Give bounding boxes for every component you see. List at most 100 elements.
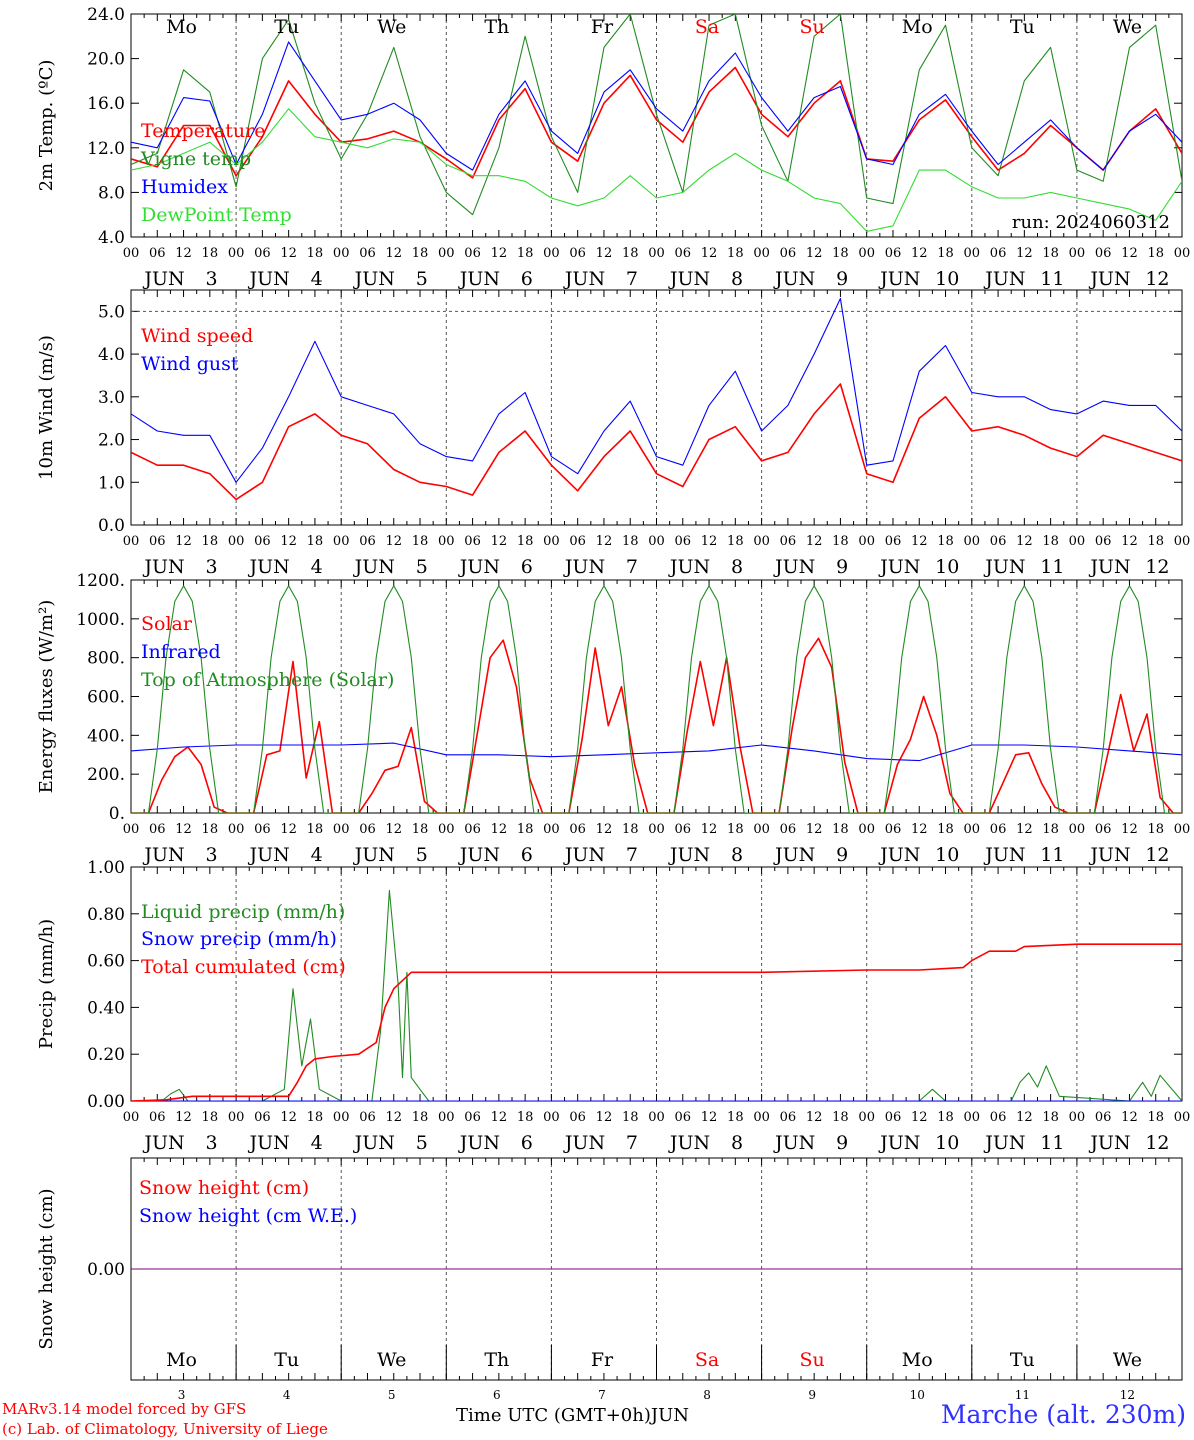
- y-tick-label: 1200.: [76, 571, 125, 591]
- x-date-label: 8: [731, 268, 743, 290]
- x-hour-label: 00: [228, 246, 245, 261]
- x-month-label: JUN: [458, 1132, 500, 1154]
- x-date-label: 8: [731, 556, 743, 578]
- x-date-label: 11: [1040, 844, 1064, 866]
- x-date-label: 7: [626, 1132, 638, 1154]
- x-hour-label: 00: [964, 534, 981, 549]
- x-hour-label: 06: [149, 534, 166, 549]
- x-month-label: JUN: [983, 268, 1025, 290]
- y-tick-label: 1.00: [87, 858, 125, 878]
- series-line-infrared: [131, 742, 1182, 762]
- x-hour-label: 06: [780, 1110, 797, 1125]
- legend-entry: Total cumulated (cm): [141, 956, 346, 978]
- x-hour-label: 06: [569, 1110, 586, 1125]
- y-tick-label: 0.: [109, 804, 125, 824]
- weekday-label: Fr: [591, 16, 614, 38]
- weekday-label-bottom: Sa: [695, 1349, 719, 1371]
- x-hour-label: 00: [648, 246, 665, 261]
- x-month-label: JUN: [458, 844, 500, 866]
- x-hour-label: 18: [937, 246, 954, 261]
- x-month-label: JUN: [142, 556, 184, 578]
- x-hour-label: 00: [1069, 534, 1086, 549]
- legend-entry: Solar: [141, 613, 193, 635]
- panel-5: 0.00 Snow height (cm) Snow height (cm) Snow…: [36, 1157, 1183, 1381]
- x-hour-label: 18: [727, 1110, 744, 1125]
- y-tick-label: 4.0: [98, 345, 125, 365]
- legend-entry: Infrared: [141, 641, 221, 663]
- x-date-label: 10: [935, 556, 959, 578]
- x-hour-label: 00: [438, 534, 455, 549]
- x-hour-label: 06: [149, 1110, 166, 1125]
- x-hour-label: 06: [464, 1110, 481, 1125]
- x-hour-label: 18: [307, 822, 324, 837]
- x-hour-label: 18: [307, 246, 324, 261]
- x-month-label: JUN: [878, 844, 920, 866]
- x-axis-title-text: Time UTC (GMT+0h): [456, 1405, 651, 1426]
- x-hour-label: 06: [1095, 822, 1112, 837]
- x-hour-label: 18: [517, 246, 534, 261]
- x-hour-label: 00: [438, 246, 455, 261]
- legend-entry: Wind speed: [141, 325, 253, 347]
- x-hour-label: 12: [385, 534, 402, 549]
- bottom-date-label: 5: [388, 1388, 396, 1402]
- x-hour-label: 12: [1121, 822, 1138, 837]
- x-hour-label: 12: [911, 534, 928, 549]
- x-hour-label: 12: [280, 822, 297, 837]
- y-axis-title: Energy fluxes (W/m²): [36, 600, 57, 794]
- x-hour-label: 18: [1147, 534, 1164, 549]
- x-hour-label: 18: [727, 822, 744, 837]
- x-hour-label: 18: [202, 534, 219, 549]
- legend-entry: Snow precip (mm/h): [141, 928, 337, 950]
- x-hour-label: 00: [753, 246, 770, 261]
- weekday-label: Mo: [166, 16, 197, 38]
- y-tick-label: 0.00: [87, 1260, 125, 1280]
- x-hour-label: 12: [1016, 534, 1033, 549]
- x-hour-label: 06: [885, 246, 902, 261]
- y-tick-label: 1.0: [98, 473, 125, 493]
- x-hour-label: 18: [517, 534, 534, 549]
- x-date-label: 5: [416, 844, 428, 866]
- x-date-label: 11: [1040, 1132, 1064, 1154]
- bottom-date-label: 8: [703, 1388, 711, 1402]
- panel-3: 0. 200. 400. 600. 800. 1000. 1200. Energy fluxe…: [36, 571, 1190, 866]
- weekday-label: Th: [484, 16, 509, 38]
- x-hour-label: 12: [1016, 822, 1033, 837]
- x-hour-label: 12: [175, 1110, 192, 1125]
- x-month-label: JUN: [142, 268, 184, 290]
- model-credit: MARv3.14 model forced by GFS: [2, 1400, 247, 1418]
- x-hour-label: 12: [701, 246, 718, 261]
- x-month-label: JUN: [1088, 1132, 1130, 1154]
- weekday-label-bottom: We: [377, 1349, 406, 1371]
- x-date-label: 3: [206, 556, 218, 578]
- series-line-total-cumulated-cm: [131, 943, 1182, 1101]
- x-hour-label: 06: [675, 1110, 692, 1125]
- weekday-label-bottom: Mo: [166, 1349, 197, 1371]
- x-hour-label: 00: [123, 534, 140, 549]
- weekday-label-bottom: We: [1113, 1349, 1142, 1371]
- x-hour-label: 00: [858, 534, 875, 549]
- weekday-label: Tu: [274, 16, 299, 38]
- x-hour-label: 00: [753, 1110, 770, 1125]
- x-hour-label: 00: [543, 246, 560, 261]
- x-hour-label: 12: [596, 246, 613, 261]
- x-hour-label: 18: [622, 822, 639, 837]
- x-hour-label: 00: [543, 822, 560, 837]
- x-hour-label: 18: [307, 1110, 324, 1125]
- x-hour-label: 18: [202, 1110, 219, 1125]
- x-hour-label: 06: [569, 534, 586, 549]
- x-hour-label: 00: [228, 822, 245, 837]
- weekday-label: Mo: [902, 16, 933, 38]
- x-hour-label: 06: [359, 1110, 376, 1125]
- x-month-label: JUN: [142, 1132, 184, 1154]
- x-date-label: 12: [1145, 844, 1169, 866]
- x-month-label: JUN: [983, 844, 1025, 866]
- x-month-label: JUN: [878, 1132, 920, 1154]
- x-hour-label: 18: [937, 1110, 954, 1125]
- x-date-label: 4: [311, 268, 323, 290]
- x-month-label: JUN: [983, 1132, 1025, 1154]
- x-month-label: JUN: [353, 268, 395, 290]
- x-date-label: 9: [836, 1132, 848, 1154]
- x-hour-label: 00: [964, 822, 981, 837]
- weekday-label: Sa: [695, 16, 719, 38]
